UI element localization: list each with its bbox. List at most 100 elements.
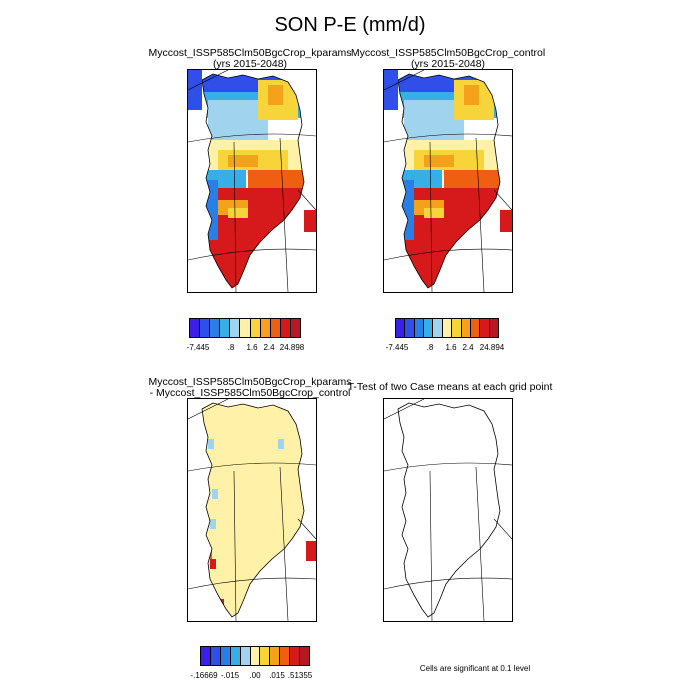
colorbar-swatch [290,647,301,665]
field-cell [212,489,218,499]
graticule-line [188,577,316,590]
colorbar-label: 2.4 [462,343,474,352]
graticule-line [188,462,316,472]
colorbar-swatch [461,319,471,337]
graticule-line [384,462,512,472]
map-kparams-svg [188,70,316,292]
graticule-line [429,141,433,292]
colorbar-kparams-labels: -7.445 .8 1.6 2.4 24.898 [186,343,305,353]
panel1-title-line1: Myccost_ISSP585Clm50BgcCrop_kparams [148,47,352,59]
panel3-title: Myccost_ISSP585Clm50BgcCrop_kparams - My… [140,377,360,399]
panel2-title-line2: (yrs 2015-2048) [410,58,486,70]
field-cell [206,549,212,559]
colorbar-swatch [280,319,291,337]
colorbar-label: -7.445 [385,343,409,352]
map-difference-svg [188,399,316,621]
panel2-title-line1: Myccost_ISSP585Clm50BgcCrop_control [350,47,546,59]
colorbar-label: .015 [269,671,285,680]
colorbar-swatch [260,647,271,665]
field-cell [248,170,304,190]
field-cell [208,439,214,449]
colorbar-swatch [270,647,281,665]
colorbar-swatch [470,319,481,337]
graticule-line [233,470,237,621]
colorbar-swatch [480,319,490,337]
field-cell [304,210,316,232]
colorbar-label: -.16669 [190,671,218,680]
colorbar-swatch [210,319,221,337]
graticule-line [233,141,237,292]
colorbar-label: .8 [426,343,434,352]
colorbar-swatch [230,319,241,337]
colorbar-swatch [240,647,251,665]
colorbar-swatch [240,319,251,337]
main-title: SON P-E (mm/d) [274,14,426,36]
colorbar-swatch [290,319,301,337]
field-cell [210,559,216,569]
greenland-coastline [201,402,305,618]
map-ttest-svg [384,399,512,621]
field-cell [384,70,398,110]
panel1-title-line2: (yrs 2015-2048) [212,58,288,70]
graticule-line [297,518,316,540]
graticule-line [384,248,512,261]
greenland-coastline [397,402,501,618]
colorbar-kparams [189,318,301,338]
graticule-line [384,577,512,590]
map-control-svg [384,70,512,292]
field-cell [228,208,248,218]
colorbar-swatch [442,319,453,337]
panel1-title: Myccost_ISSP585Clm50BgcCrop_kparams (yrs… [140,48,360,70]
field-cell [208,220,298,288]
colorbar-label: .51355 [287,671,313,680]
field-cell [500,210,512,232]
colorbar-swatch [414,319,425,337]
colorbar-difference-labels: -.16669 -.015 .00 .015 .51355 [190,671,313,681]
colorbar-swatch [405,319,415,337]
panel3-title-line2: - Myccost_ISSP585Clm50BgcCrop_control [149,387,351,399]
graticule-line [188,70,229,91]
graticule-line [188,248,316,261]
map-panel-kparams [187,69,317,293]
colorbar-label: 1.6 [246,343,258,352]
field-cell [268,85,283,105]
colorbar-difference [200,646,310,666]
colorbar-label: 2.4 [263,343,275,352]
colorbar-swatch [260,319,271,337]
colorbar-label: -.015 [220,671,240,680]
colorbar-swatch [190,319,201,337]
colorbar-control-labels: -7.445 .8 1.6 2.4 24.894 [386,343,505,353]
graticule-line [384,133,512,143]
panel2-title: Myccost_ISSP585Clm50BgcCrop_control (yrs… [338,48,558,70]
field-cell [210,519,216,529]
graticule-line [384,70,425,91]
panel4-title: T-Test of two Case means at each grid po… [345,382,555,393]
colorbar-swatch [270,319,281,337]
colorbar-swatch [433,319,443,337]
field-cell [424,208,444,218]
colorbar-swatch [424,319,434,337]
field-cell [444,170,500,190]
field-cell [464,85,479,105]
colorbar-swatch [396,319,406,337]
graticule-line [297,189,316,211]
graticule-line [493,189,512,211]
graticule-line [475,137,485,292]
graticule-line [429,470,433,621]
colorbar-swatch [489,319,498,337]
graticule-line [279,466,289,621]
colorbar-swatch [200,319,211,337]
colorbar-label: 24.898 [279,343,305,352]
colorbar-control [395,318,499,338]
field-cell [228,155,258,167]
colorbar-swatch [201,647,211,665]
map-panel-difference [187,398,317,622]
colorbar-swatch [220,647,231,665]
colorbar-label: -7.445 [186,343,210,352]
field-cell [278,439,284,449]
colorbar-label: 24.894 [479,343,505,352]
map-panel-control [383,69,513,293]
colorbar-swatch [210,647,221,665]
panel3-title-line1: Myccost_ISSP585Clm50BgcCrop_kparams [148,376,352,388]
greenland-coastline [397,73,501,289]
